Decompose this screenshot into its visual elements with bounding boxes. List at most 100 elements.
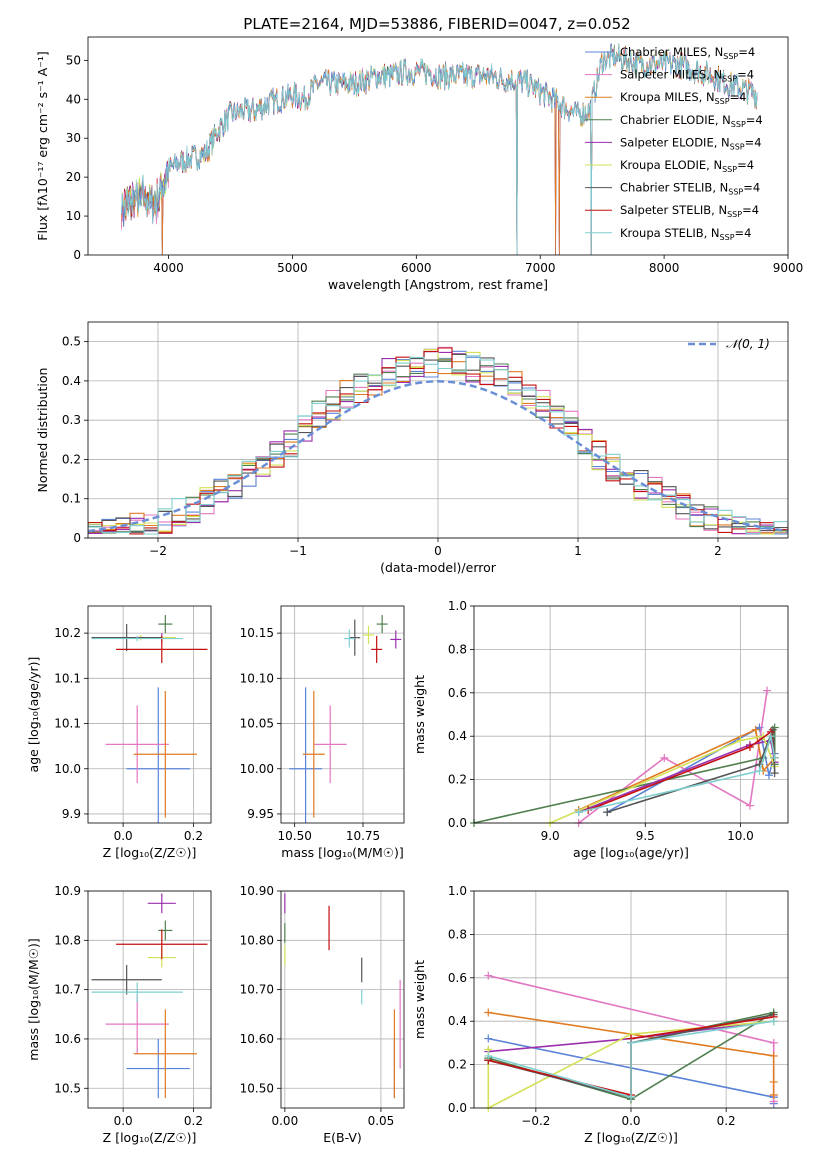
weight-marker xyxy=(484,971,493,980)
axes-frame xyxy=(280,890,405,1109)
legend-label: Kroupa STELIB, NSSP=4 xyxy=(620,226,751,242)
y-tick-label: 0.4 xyxy=(448,729,467,743)
x-tick-label: 6000 xyxy=(401,261,432,275)
y-tick-label: 0.4 xyxy=(448,1014,467,1028)
x-axis-label: wavelength [Angstrom, rest frame] xyxy=(328,277,548,292)
y-tick-label: 10.8 xyxy=(54,933,81,947)
weight-marker xyxy=(751,725,760,734)
errorbar-point xyxy=(91,635,183,642)
weight-marker xyxy=(769,1038,778,1047)
x-axis-label: Z [log₁₀(Z/Z☉)] xyxy=(103,1130,197,1145)
weight-line-kroupa-miles xyxy=(578,728,776,811)
legend-label: Kroupa ELODIE, NSSP=4 xyxy=(620,158,754,174)
errorbar-point xyxy=(147,893,176,914)
axes-frame xyxy=(87,321,789,539)
x-tick-label: 0.2 xyxy=(184,829,203,843)
x-tick-label: 10.75 xyxy=(346,829,380,843)
y-axis-label: age [log₁₀(age/yr)] xyxy=(26,657,41,773)
panel-age_vs_mass: 10.50 10.75 9.95 10.00 10.05 10.10 10.15 mass [… xyxy=(240,605,405,860)
panel-mass_vs_ebv: 0.00 0.05 10.50 10.60 10.70 10.80 10.90 E(B-V) xyxy=(240,884,405,1145)
errorbar-point xyxy=(376,615,388,634)
panel-weight_vs_age: 9.0 9.5 10.0 0.0 0.2 0.4 0.6 0.8 1.0 age [log₁₀(a… xyxy=(412,599,789,860)
y-tick-label: 10.1 xyxy=(54,717,81,731)
x-tick-label: 9.5 xyxy=(636,829,655,843)
x-tick-label: 0.2 xyxy=(717,1114,736,1128)
errorbar-point xyxy=(105,994,169,1054)
weight-marker xyxy=(484,1008,493,1017)
weight-marker xyxy=(660,753,669,762)
x-tick-label: 2 xyxy=(714,544,722,558)
x-axis-label: Z [log₁₀(Z/Z☉)] xyxy=(584,1130,678,1145)
panel-age_vs_Z: 0.0 0.2 9.9 10.0 10.1 10.1 10.2 Z [log₁₀(Z/Z☉)]… xyxy=(26,605,212,860)
x-tick-label: −0.2 xyxy=(521,1114,550,1128)
legend-label: Kroupa MILES, NSSP=4 xyxy=(620,90,746,106)
errorbar-point xyxy=(116,929,208,960)
legend-label: Salpeter ELODIE, NSSP=4 xyxy=(620,135,762,151)
y-tick-label: 10.60 xyxy=(240,1032,274,1046)
weight-marker xyxy=(745,743,754,752)
y-tick-label: 0.6 xyxy=(448,971,467,985)
y-tick-label: 40 xyxy=(66,92,81,106)
x-tick-label: 7000 xyxy=(525,261,556,275)
x-tick-label: 0.05 xyxy=(368,1114,395,1128)
weight-marker xyxy=(745,801,754,810)
y-tick-label: 0.3 xyxy=(62,413,81,427)
y-tick-label: 10.2 xyxy=(54,626,81,640)
weight-marker xyxy=(755,766,764,775)
legend-label: Chabrier STELIB, NSSP=4 xyxy=(620,181,760,197)
y-tick-label: 0.5 xyxy=(62,335,81,349)
x-tick-label: −1 xyxy=(289,544,307,558)
x-axis-label: Z [log₁₀(Z/Z☉)] xyxy=(103,845,197,860)
y-tick-label: 10.7 xyxy=(54,983,81,997)
y-tick-label: 10.9 xyxy=(54,884,81,898)
y-tick-label: 0.0 xyxy=(448,816,467,830)
errorbar-point xyxy=(313,705,347,784)
y-axis-label: mass weight xyxy=(412,960,427,1039)
y-axis-label: Normed distribution xyxy=(35,368,50,493)
errorbar-point xyxy=(363,625,374,644)
weight-marker xyxy=(484,1051,493,1060)
axes-frame xyxy=(473,605,789,824)
panel-residuals: −2 −1 0 1 2 0 0.1 0.2 0.3 0.4 0.5 (data-model)/erro… xyxy=(35,321,789,575)
y-tick-label: 9.9 xyxy=(62,807,81,821)
errorbar-point xyxy=(116,635,208,663)
legend-label: Chabrier MILES, NSSP=4 xyxy=(620,45,755,61)
x-axis-label: (data-model)/error xyxy=(380,560,497,575)
errorbar-point xyxy=(158,920,173,941)
errorbar-point xyxy=(91,964,162,995)
weight-marker xyxy=(627,1093,635,1102)
legend-label: Chabrier ELODIE, NSSP=4 xyxy=(620,113,763,129)
x-tick-label: 0 xyxy=(434,544,442,558)
y-tick-label: 50 xyxy=(66,53,81,67)
weight-line-kroupa-stelib xyxy=(578,735,776,813)
figure-title: PLATE=2164, MJD=53886, FIBERID=0047, z=0… xyxy=(243,15,630,33)
y-tick-label: 0.2 xyxy=(448,1058,467,1072)
panel-weight_vs_Z: −0.2 0.0 0.2 0.0 0.2 0.4 0.6 0.8 1.0 Z [log₁₀(Z/Z… xyxy=(412,884,789,1145)
weight-marker xyxy=(769,1090,778,1099)
y-tick-label: 10.6 xyxy=(54,1032,81,1046)
y-tick-label: 0.8 xyxy=(448,642,467,656)
y-tick-label: 0.1 xyxy=(62,492,81,506)
y-tick-label: 10.1 xyxy=(54,671,81,685)
errorbar-point xyxy=(91,624,162,652)
errorbar-point xyxy=(105,705,169,784)
y-tick-label: 0.4 xyxy=(62,374,81,388)
normal-curve xyxy=(87,380,789,533)
y-tick-label: 10.15 xyxy=(240,626,274,640)
weight-marker xyxy=(770,769,779,778)
panel-spectrum: 4000 5000 6000 7000 8000 9000 0 10 20 30 40 50 wavel… xyxy=(35,36,803,292)
y-tick-label: 10.10 xyxy=(240,671,274,685)
errorbar-point xyxy=(343,629,355,648)
histogram-kroupa-stelib xyxy=(88,355,788,535)
y-tick-label: 0.8 xyxy=(448,927,467,941)
x-axis-label: mass [log₁₀(M/M☉)] xyxy=(281,845,403,860)
weight-marker xyxy=(770,753,779,762)
y-tick-label: 10 xyxy=(66,209,81,223)
y-tick-label: 1.0 xyxy=(448,884,467,898)
errorbar-point xyxy=(133,690,197,818)
legend-label: 𝒩(0, 1) xyxy=(726,337,770,351)
x-tick-label: 4000 xyxy=(153,261,184,275)
weight-marker xyxy=(766,732,775,741)
y-tick-label: 9.95 xyxy=(247,807,274,821)
